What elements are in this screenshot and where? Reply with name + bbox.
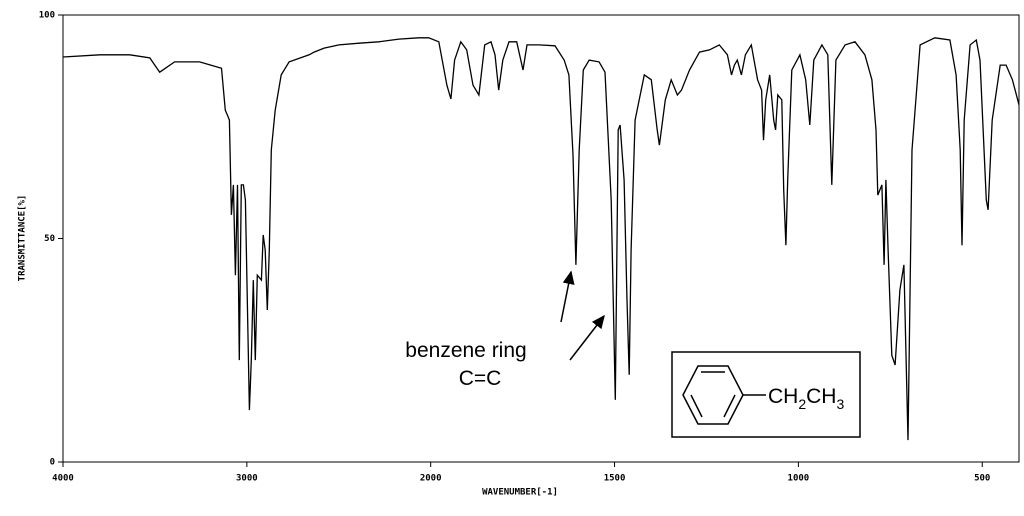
x-tick-label: 1500 bbox=[604, 474, 626, 484]
y-tick-label: 100 bbox=[39, 11, 55, 21]
x-tick-label: 4000 bbox=[52, 474, 74, 484]
formula-sub: 2 bbox=[798, 396, 806, 412]
y-axis-label: TRANSMITTANCE[%] bbox=[18, 195, 28, 282]
annotation: benzene ring bbox=[405, 339, 526, 362]
x-tick-label: 1000 bbox=[788, 474, 810, 484]
spectrum-line bbox=[62, 37, 1020, 441]
double-bond bbox=[723, 394, 736, 418]
arrow bbox=[560, 270, 575, 323]
formula: CH2CH3 bbox=[768, 385, 844, 412]
plot-frame bbox=[62, 14, 1020, 463]
formula-part: CH bbox=[806, 385, 836, 408]
x-axis-label: WAVENUMBER[-1] bbox=[482, 488, 558, 498]
y-tick-label: 50 bbox=[44, 234, 55, 244]
annotation: C=C bbox=[459, 367, 502, 390]
structure-box: CH2CH3 bbox=[671, 351, 861, 438]
y-tick-label: 0 bbox=[50, 458, 55, 468]
x-tick-label: 500 bbox=[974, 474, 990, 484]
x-tick-label: 3000 bbox=[236, 474, 258, 484]
double-bond bbox=[690, 394, 703, 418]
formula-sub: 3 bbox=[836, 396, 844, 412]
benzene-ring bbox=[682, 365, 744, 425]
formula-part: CH bbox=[768, 385, 798, 408]
arrow bbox=[569, 314, 605, 361]
x-tick-label: 2000 bbox=[420, 474, 442, 484]
